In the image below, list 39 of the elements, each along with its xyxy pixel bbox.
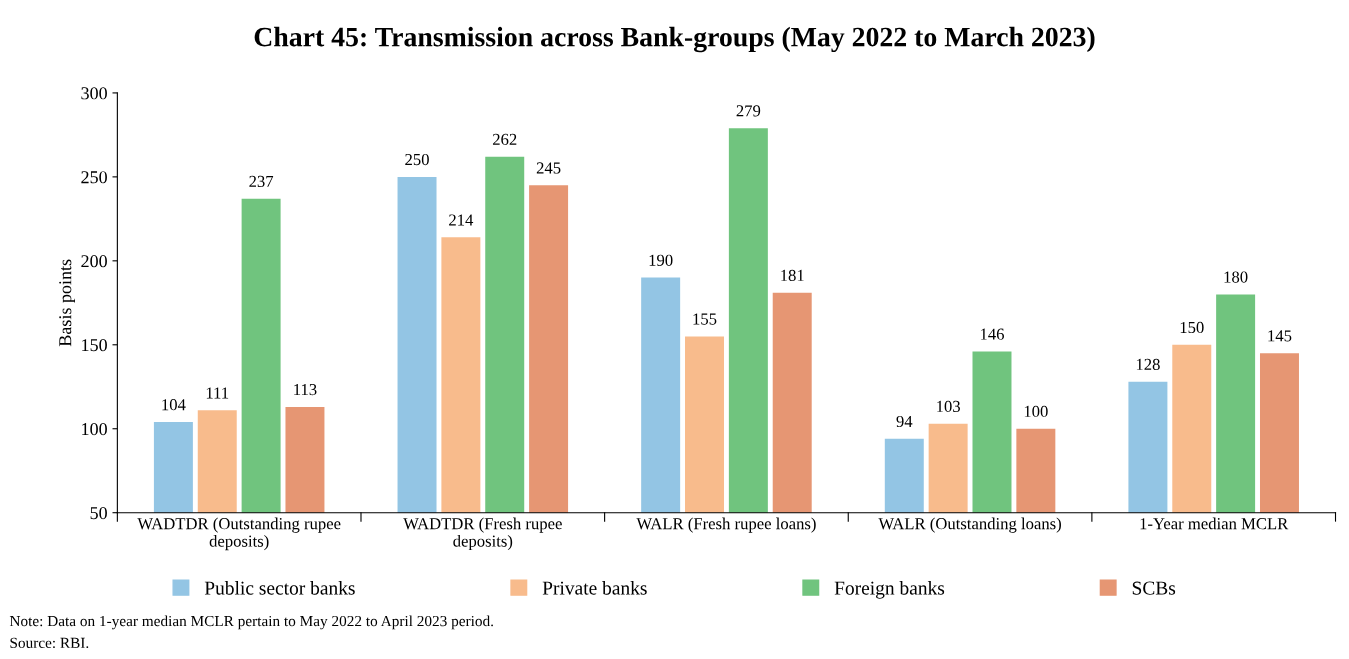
data-label: 250 xyxy=(405,153,429,166)
legend-label: Public sector banks xyxy=(204,580,355,595)
source-note: Source: RBI. xyxy=(10,637,89,649)
chart-title: Chart 45: Transmission across Bank-groups (May 2022 to March 2023) xyxy=(254,26,1095,53)
data-label: 190 xyxy=(649,254,673,266)
data-label: 145 xyxy=(1268,330,1292,342)
x-tick-label: WADTDR (Fresh rupee deposits) xyxy=(403,517,562,551)
data-label: 100 xyxy=(1024,405,1048,418)
x-tick-label: WALR (Fresh rupee loans) xyxy=(636,517,816,533)
data-label: 150 xyxy=(1180,321,1204,334)
data-label: 181 xyxy=(781,269,804,282)
text: Note: Data on 1-year median MCLR pertain to May 2022 to April 2023 period. xyxy=(9,615,493,630)
y-tick-label: 100 xyxy=(82,423,107,436)
data-label: 94 xyxy=(896,415,913,428)
data-label: 180 xyxy=(1224,271,1248,283)
data-label: 103 xyxy=(937,400,960,412)
data-label: 155 xyxy=(693,313,717,325)
legend-label: Foreign banks xyxy=(834,580,945,599)
data-label: 128 xyxy=(1136,358,1160,371)
legend-label: Private banks xyxy=(542,580,647,595)
y-tick-label: 150 xyxy=(82,339,107,352)
y-axis-title: Basis points xyxy=(59,259,75,347)
data-label: 237 xyxy=(249,175,274,187)
data-label: 113 xyxy=(294,384,317,396)
data-label: 245 xyxy=(536,162,561,174)
y-tick-label: 200 xyxy=(81,255,107,268)
data-label: 111 xyxy=(206,387,229,399)
data-label: 279 xyxy=(736,105,761,117)
x-tick-label: WADTDR (Outstanding rupee deposits) xyxy=(137,517,341,551)
data-label: 214 xyxy=(449,214,474,226)
y-tick-label: 50 xyxy=(90,506,107,520)
x-tick-label: WALR (Outstanding loans) xyxy=(878,517,1061,533)
data-label: 262 xyxy=(492,133,517,146)
y-tick-label: 300 xyxy=(81,87,107,100)
data-label: 104 xyxy=(162,399,186,411)
data-label: 146 xyxy=(980,328,1004,340)
x-tick-label: 1-Year median MCLR xyxy=(1140,517,1289,530)
legend-label: SCBs xyxy=(1132,581,1176,595)
y-tick-label: 250 xyxy=(81,171,107,184)
